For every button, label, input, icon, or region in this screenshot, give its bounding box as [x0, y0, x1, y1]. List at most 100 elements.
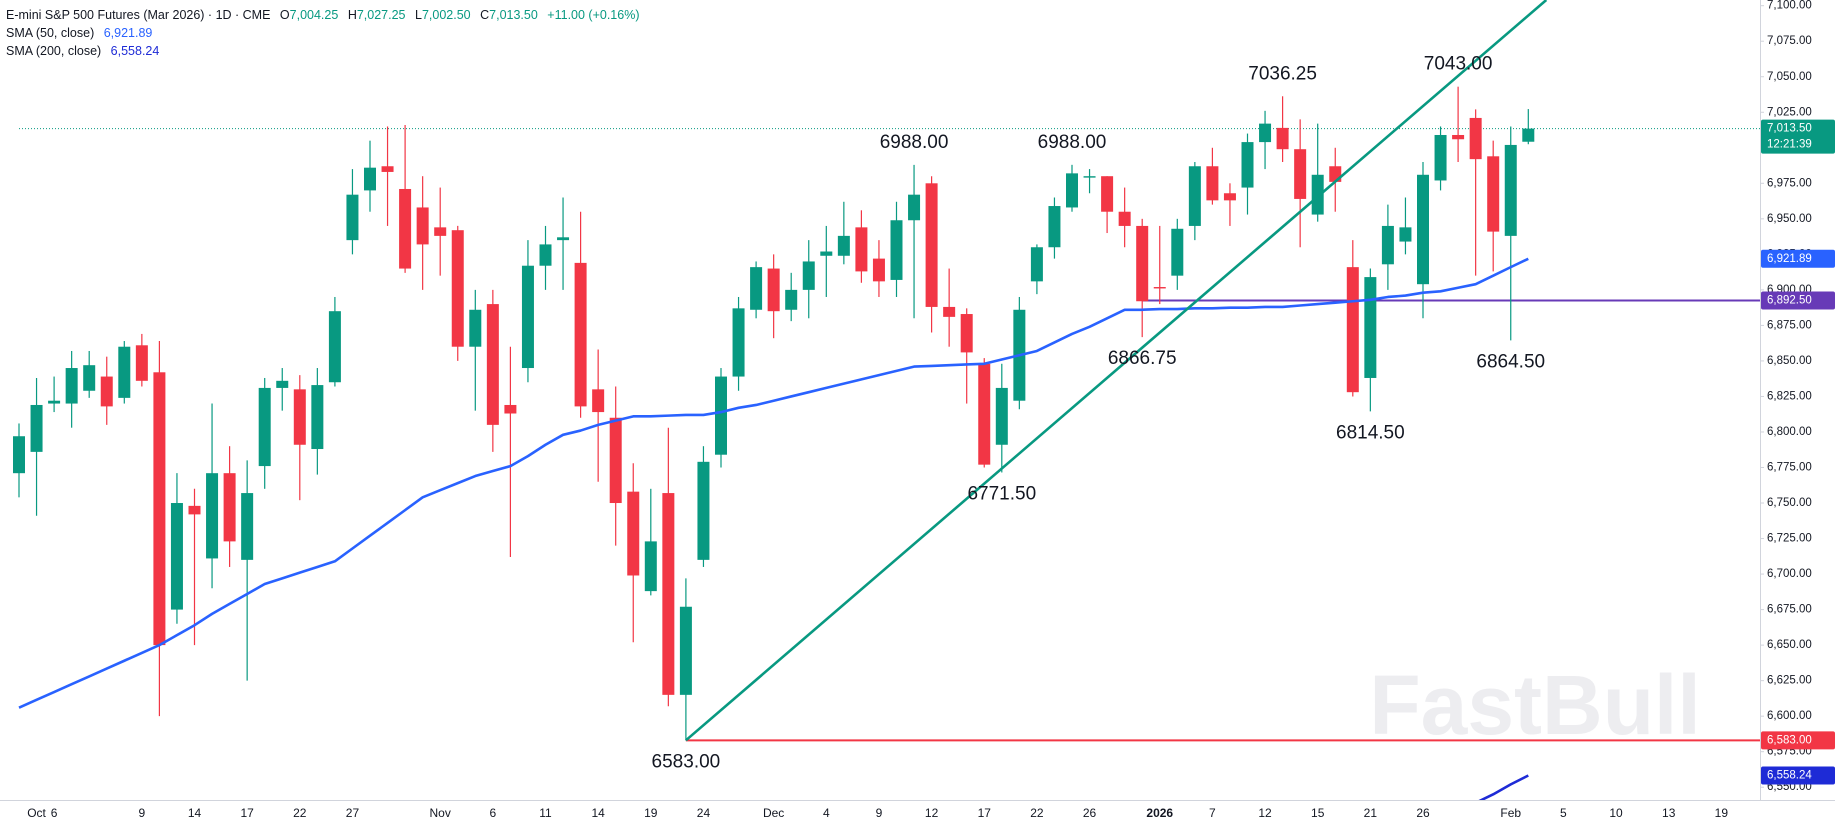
price-tag-label: 6,892.50	[1767, 295, 1812, 307]
candle-body	[1504, 144, 1517, 236]
candle-body	[574, 262, 587, 407]
candle-body	[1118, 211, 1131, 226]
legend-header: E-mini S&P 500 Futures (Mar 2026) · 1D ·…	[6, 6, 640, 60]
price-tag-label: 6,558.24	[1767, 770, 1812, 782]
indicator-value: 6,558.24	[110, 44, 160, 58]
x-tick-label: 26	[1083, 806, 1097, 820]
candle-body	[908, 194, 921, 221]
candle-body	[311, 385, 324, 450]
candle-body	[223, 473, 236, 542]
candle-body	[872, 258, 885, 282]
price-tag	[1761, 119, 1835, 154]
x-tick-label: 2026	[1146, 806, 1173, 820]
candle-body	[557, 237, 570, 241]
x-tick-label: Dec	[763, 806, 784, 820]
x-tick-label: 10	[1609, 806, 1623, 820]
candle-body	[381, 166, 394, 172]
candle-body	[1171, 228, 1184, 276]
candle-body	[855, 227, 868, 272]
x-tick-label: 21	[1364, 806, 1378, 820]
candle-body	[1066, 173, 1078, 208]
candle-body	[1136, 225, 1149, 302]
y-tick-label: 6,625.00	[1767, 675, 1812, 687]
candle-body	[1030, 247, 1043, 282]
candle-body	[293, 389, 306, 445]
candle-body	[592, 389, 605, 413]
candle-body	[188, 505, 201, 515]
watermark: FastBull	[1369, 658, 1700, 752]
price-tag	[1761, 731, 1835, 750]
x-tick-label: 12	[925, 806, 939, 820]
candle-body	[1223, 193, 1236, 201]
candle-body	[469, 309, 482, 347]
y-tick-label: 6,975.00	[1767, 177, 1812, 189]
candle-body	[820, 251, 833, 256]
x-tick-label: 26	[1416, 806, 1430, 820]
candle-body	[1241, 142, 1254, 188]
candle-body	[1452, 134, 1465, 140]
candle-body	[30, 404, 43, 452]
x-tick-label: 6	[51, 806, 58, 820]
y-tick-label: 6,800.00	[1767, 426, 1812, 438]
y-tick-label: 6,750.00	[1767, 497, 1812, 509]
candle-body	[1381, 225, 1394, 265]
candle-body	[328, 311, 341, 383]
candle-body	[416, 207, 429, 245]
y-tick-label: 6,850.00	[1767, 355, 1812, 367]
candle-body	[504, 404, 517, 414]
ohlc-key: O	[279, 8, 290, 22]
candle-body	[943, 306, 956, 317]
candle-body	[995, 387, 1008, 445]
candle-body	[48, 400, 61, 404]
candle-body	[206, 473, 219, 559]
candle-body	[1487, 156, 1500, 232]
y-tick-label: 6,825.00	[1767, 390, 1812, 402]
x-tick-label: Oct	[27, 806, 46, 820]
candle-body	[609, 417, 622, 504]
x-tick-label: 14	[188, 806, 202, 820]
price-tag-label: 6,583.00	[1767, 734, 1812, 746]
candle-body	[1294, 149, 1307, 199]
candle-body	[1153, 287, 1166, 289]
x-tick-label: 5	[1560, 806, 1567, 820]
candle-body	[679, 606, 692, 695]
candle-body	[486, 304, 499, 425]
y-tick-label: 7,075.00	[1767, 35, 1812, 47]
candle-body	[434, 227, 447, 236]
indicator-name: SMA (200, close)	[6, 44, 102, 58]
indicator-row: SMA (200, close) 6,558.24	[6, 42, 640, 60]
x-tick-label: 7	[1209, 806, 1216, 820]
candle-body	[627, 491, 640, 576]
ohlc-key: C	[480, 8, 490, 22]
candle-body	[767, 268, 780, 312]
candle-body	[170, 503, 183, 610]
x-tick-label: 22	[1030, 806, 1044, 820]
x-tick-label: 17	[978, 806, 992, 820]
x-tick-label: 15	[1311, 806, 1325, 820]
price-tag-countdown: 12:21:39	[1767, 139, 1812, 151]
x-tick-label: 24	[697, 806, 711, 820]
candle-body	[1434, 134, 1447, 181]
x-tick-label: 11	[539, 806, 552, 820]
x-tick-label: Feb	[1500, 806, 1521, 820]
x-tick-label: 17	[240, 806, 254, 820]
indicator-row: SMA (50, close) 6,921.89	[6, 24, 640, 42]
candle-body	[644, 541, 657, 592]
x-tick-label: Nov	[430, 806, 451, 820]
y-tick-label: 6,875.00	[1767, 319, 1812, 331]
y-tick-label: 6,775.00	[1767, 462, 1812, 474]
x-tick-label: 19	[1715, 806, 1729, 820]
candle-body	[539, 244, 552, 266]
candle-body	[13, 436, 25, 474]
candle-body	[135, 345, 148, 381]
x-tick-label: 4	[823, 806, 830, 820]
x-tick-label: 9	[139, 806, 146, 820]
symbol-title: E-mini S&P 500 Futures (Mar 2026) · 1D ·…	[6, 8, 271, 22]
x-tick-label: 19	[644, 806, 658, 820]
candle-body	[925, 183, 938, 307]
ohlc-value: 7,002.50	[421, 8, 471, 22]
candle-body	[1276, 127, 1289, 150]
candle-body	[258, 387, 271, 467]
